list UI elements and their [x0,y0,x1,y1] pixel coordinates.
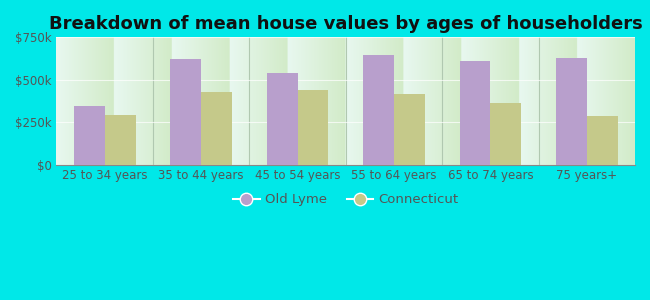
Bar [394,94,425,165]
Bar [587,116,618,165]
Bar [266,73,298,165]
Bar [170,59,201,165]
Bar [74,106,105,165]
Bar [490,103,521,165]
Bar [363,55,394,165]
Bar [201,92,232,165]
Bar [298,90,328,165]
Title: Breakdown of mean house values by ages of householders: Breakdown of mean house values by ages o… [49,15,643,33]
Bar [105,115,136,165]
Bar [556,58,587,165]
Bar [460,61,490,165]
Legend: Old Lyme, Connecticut: Old Lyme, Connecticut [228,188,463,212]
